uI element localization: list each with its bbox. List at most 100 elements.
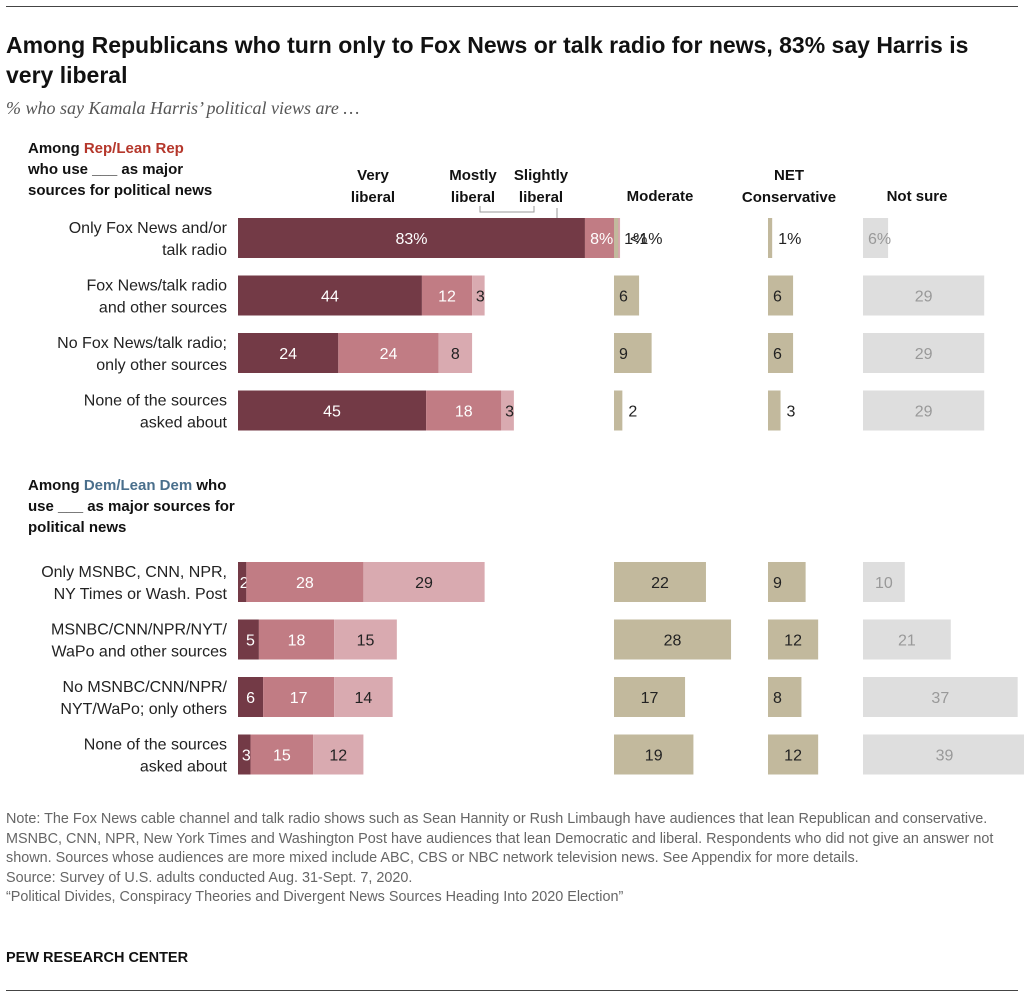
bar-mostly-liberal (338, 333, 439, 373)
bar-not-sure (863, 734, 1024, 775)
bar-moderate (614, 562, 706, 602)
bar-mostly-liberal (263, 677, 335, 717)
value-label-not-sure: 39 (936, 748, 954, 765)
bar-very-liberal (238, 275, 422, 316)
bar-moderate (614, 734, 694, 775)
value-label-not-sure: 29 (915, 289, 933, 306)
column-header-not-sure: Not sure (887, 188, 948, 205)
notes: Note: The Fox News cable channel and tal… (6, 810, 1016, 908)
value-label-slightly-liberal: 29 (415, 575, 433, 592)
row-label: Only MSNBC, CNN, NPR, (41, 564, 227, 581)
column-header-mostly-liberal: Mostly (449, 167, 497, 184)
value-label-very-liberal: 45 (323, 404, 341, 421)
value-label-net-conservative: 12 (784, 748, 802, 765)
row-label: asked about (140, 759, 228, 776)
bar-very-liberal (238, 390, 427, 431)
bar-slightly-liberal (438, 333, 473, 373)
value-label-mostly-liberal: 17 (290, 690, 308, 707)
bar-slightly-liberal (313, 734, 364, 775)
value-label-very-liberal: 44 (321, 289, 339, 306)
column-header-moderate: Moderate (627, 188, 694, 205)
row-label: only other sources (96, 357, 227, 374)
group-header-rep: Among Rep/Lean Rep (28, 140, 184, 157)
chart-subtitle: % who say Kamala Harris’ political views… (6, 98, 360, 118)
bar-net-conservative (768, 677, 802, 717)
bar-moderate (614, 619, 732, 660)
value-label-not-sure: 29 (915, 404, 933, 421)
value-label-net-conservative: 1% (778, 231, 801, 248)
value-label-slightly-liberal: 12 (329, 748, 347, 765)
bar-net-conservative (768, 562, 806, 602)
value-label-moderate: 1% (624, 231, 647, 248)
value-label-very-liberal: 3 (242, 748, 251, 765)
bar-moderate (614, 333, 652, 373)
row-label: None of the sources (84, 393, 227, 410)
value-label-moderate: 22 (651, 575, 669, 592)
report-title: “Political Divides, Conspiracy Theories … (6, 889, 624, 905)
group-header-line: sources for political news (28, 182, 212, 199)
value-label-net-conservative: 12 (784, 633, 802, 650)
value-label-very-liberal: 6 (246, 690, 255, 707)
row-label: WaPo and other sources (52, 644, 228, 661)
bar-not-sure (863, 333, 985, 373)
bar-very-liberal (238, 218, 585, 258)
value-label-slightly-liberal: 3 (505, 404, 514, 421)
value-label-mostly-liberal: 18 (288, 633, 306, 650)
value-label-net-conservative: 3 (787, 404, 796, 421)
row-label: No Fox News/talk radio; (57, 335, 227, 352)
value-label-mostly-liberal: 12 (438, 289, 456, 306)
value-label-moderate: 9 (619, 346, 628, 363)
row-label: None of the sources (84, 737, 227, 754)
value-label-net-conservative: 6 (773, 346, 782, 363)
column-header-very-liberal: Very (357, 167, 389, 184)
bar-mostly-liberal (421, 275, 473, 316)
brand-logo-text: PEW RESEARCH CENTER (6, 950, 189, 966)
note-text: Note: The Fox News cable channel and tal… (6, 811, 994, 866)
value-label-moderate: 6 (619, 289, 628, 306)
column-header-net-conservative: NET (774, 167, 804, 184)
row-label: talk radio (162, 242, 227, 259)
bar-net-conservative (768, 333, 794, 373)
bar-very-liberal (238, 734, 251, 775)
value-label-very-liberal: 2 (240, 575, 249, 592)
stacked-bar-chart: Very liberal Mostly liberal Slightly liberal M… (27, 140, 1024, 776)
value-label-net-conservative: 8 (773, 690, 782, 707)
value-label-mostly-liberal: 15 (273, 748, 291, 765)
value-label-slightly-liberal: 8 (451, 346, 460, 363)
value-label-moderate: 2 (628, 404, 637, 421)
value-label-very-liberal: 83% (395, 231, 427, 248)
bar-mostly-liberal (584, 218, 619, 258)
bar-slightly-liberal (334, 619, 397, 660)
top-rule (6, 6, 1018, 7)
bar-not-sure (863, 677, 1018, 717)
bar-slightly-liberal (618, 218, 621, 258)
value-label-mostly-liberal: 8% (590, 231, 613, 248)
bar-not-sure (863, 619, 951, 660)
row-label: Only Fox News and/or (69, 220, 228, 237)
bar-mostly-liberal (250, 734, 314, 775)
row-label: NYT/WaPo; only others (60, 701, 227, 718)
value-label-net-conservative: 6 (773, 289, 782, 306)
column-header-net-conservative: Conservative (742, 189, 836, 206)
bar-very-liberal (238, 619, 259, 660)
value-label-moderate: 17 (641, 690, 659, 707)
column-header-mostly-liberal: liberal (451, 189, 495, 206)
value-label-very-liberal: 5 (246, 633, 255, 650)
bar-not-sure (863, 275, 985, 316)
chart-title: Among Republicans who turn only to Fox N… (6, 32, 969, 88)
bar-moderate (614, 390, 623, 431)
value-label-not-sure: 6% (868, 231, 891, 248)
bar-net-conservative (768, 275, 794, 316)
value-label-slightly-liberal: <1% (630, 231, 662, 248)
bottom-rule (6, 990, 1018, 991)
bar-mostly-liberal (246, 562, 364, 602)
bar-very-liberal (238, 562, 247, 602)
value-label-moderate: 19 (645, 748, 663, 765)
row-label: asked about (140, 415, 228, 432)
bar-moderate (614, 275, 640, 316)
mostly-liberal-leader (479, 206, 535, 213)
column-header-slightly-liberal: liberal (519, 189, 563, 206)
bar-moderate (614, 218, 619, 258)
bar-not-sure (863, 390, 985, 431)
group-header-line: who use ___ as major (27, 161, 183, 178)
